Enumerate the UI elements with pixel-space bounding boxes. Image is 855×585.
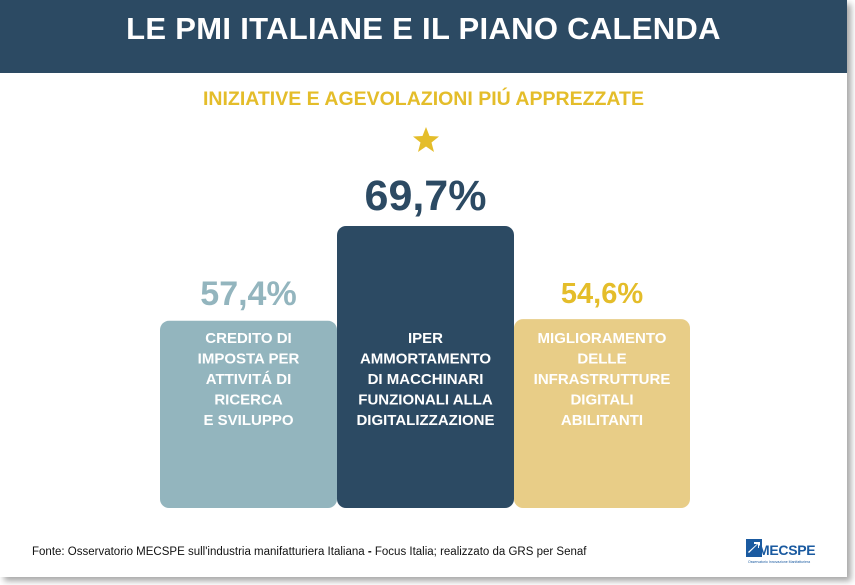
source-suffix: Focus Italia; realizzato da GRS per Sena… <box>371 546 587 558</box>
source-prefix: Fonte: Osservatorio MECSPE sull'industri… <box>32 546 368 558</box>
category-label-3-line-1: MIGLIORAMENTO <box>538 330 667 347</box>
category-label-3-line-5: ABILITANTI <box>561 412 643 429</box>
header-bar: LE PMI ITALIANE E IL PIANO CALENDA <box>0 0 847 73</box>
page-title: LE PMI ITALIANE E IL PIANO CALENDA <box>126 11 721 46</box>
logo-arrow-icon <box>746 539 762 557</box>
source-dash: - <box>367 546 372 558</box>
star-icon <box>413 127 439 152</box>
category-label-1-line-1: CREDITO DI <box>205 330 291 347</box>
value-label-2: 69,7% <box>365 172 487 220</box>
bar-chart: 57,4% CREDITO DI IMPOSTA PER ATTIVITÁ DI RIC… <box>160 172 690 508</box>
category-label-1-line-2: IMPOSTA PER <box>198 351 300 368</box>
category-label-3-line-4: DIGITALI <box>570 392 633 409</box>
value-label-3: 54,6% <box>561 278 643 310</box>
category-label-2-line-4: FUNZIONALI ALLA <box>358 392 493 409</box>
category-label-2-line-1: IPER <box>408 330 443 347</box>
category-label-3-line-2: DELLE <box>577 351 626 368</box>
bar-1 <box>160 320 337 508</box>
slide: LE PMI ITALIANE E IL PIANO CALENDA INIZI… <box>0 0 847 567</box>
source-note: Fonte: Osservatorio MECSPE sull'industri… <box>32 546 586 558</box>
category-label-1-line-5: E SVILUPPO <box>203 412 293 429</box>
category-label-1-line-4: RICERCA <box>214 392 283 409</box>
category-label-2-line-2: AMMORTAMENTO <box>360 351 491 368</box>
category-label-3-line-3: INFRASTRUTTURE <box>534 371 671 388</box>
chart-subtitle: INIZIATIVE E AGEVOLAZIONI PIÚ APPREZZATE <box>203 88 644 110</box>
bar-3 <box>514 319 690 508</box>
mecspe-logo: MECSPE Osservatorio Innovazione Manifatt… <box>746 537 816 567</box>
category-label-2-line-3: DI MACCHINARI <box>368 371 484 388</box>
category-label-1-line-3: ATTIVITÁ DI <box>206 371 292 388</box>
logo-tagline: Osservatorio Innovazione Manifatturiera <box>748 560 811 564</box>
bar-2 <box>337 226 514 508</box>
value-label-1: 57,4% <box>200 275 296 313</box>
category-label-2-line-5: DIGITALIZZAZIONE <box>356 412 494 429</box>
logo-text: MECSPE <box>758 542 816 558</box>
